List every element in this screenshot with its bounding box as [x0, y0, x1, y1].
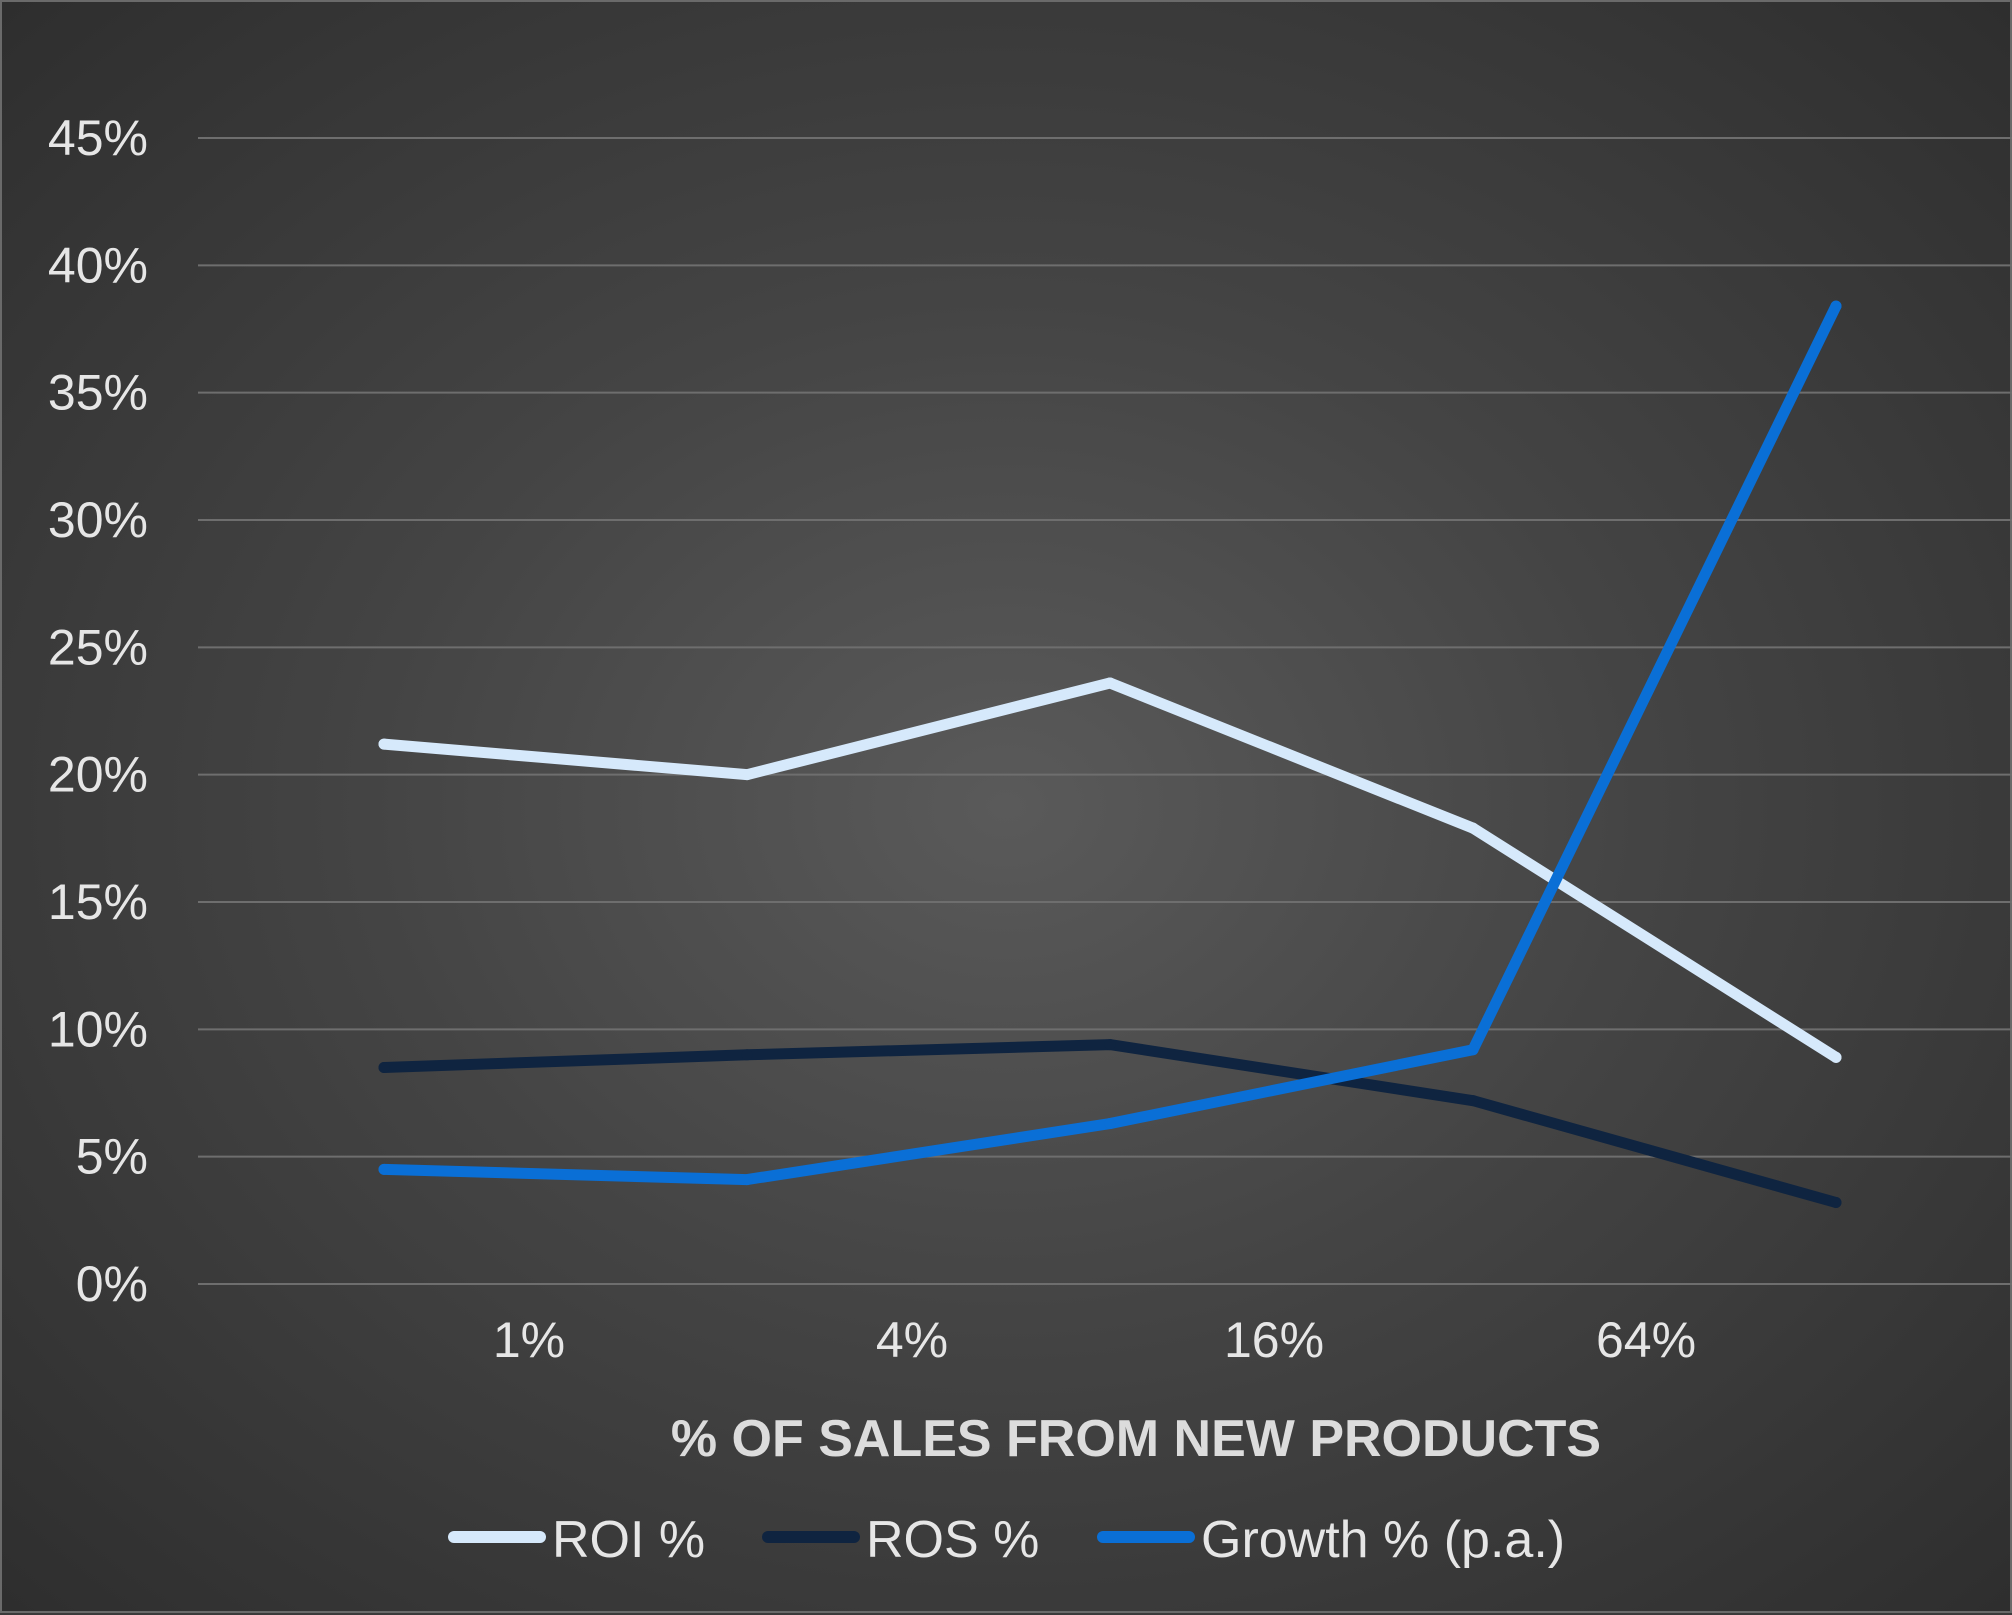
data-point — [1830, 1197, 1842, 1209]
gridlines — [198, 137, 2012, 1285]
y-tick-label: 35% — [48, 365, 148, 421]
data-point — [1467, 1044, 1479, 1056]
data-point — [378, 738, 390, 750]
x-tick-label: 16% — [1224, 1312, 1324, 1368]
y-tick-label: 25% — [48, 619, 148, 675]
legend-label: Growth % (p.a.) — [1201, 1511, 1565, 1569]
data-point — [1830, 300, 1842, 312]
data-point — [1467, 822, 1479, 834]
legend-label: ROS % — [866, 1511, 1039, 1569]
data-point — [741, 1049, 753, 1061]
data-point — [741, 1174, 753, 1186]
data-point — [741, 769, 753, 781]
data-point — [1104, 1118, 1116, 1130]
x-tick-label: 4% — [876, 1312, 948, 1368]
y-tick-label: 30% — [48, 492, 148, 548]
legend-label: ROI % — [552, 1511, 705, 1569]
data-point — [1830, 1051, 1842, 1063]
legend: ROI % ROS % Growth % (p.a.) — [448, 1511, 1565, 1569]
x-axis-title: % OF SALES FROM NEW PRODUCTS — [671, 1410, 1601, 1468]
x-tick-label: 1% — [493, 1312, 565, 1368]
data-point — [1467, 1095, 1479, 1107]
y-tick-label: 20% — [48, 747, 148, 803]
data-point — [1104, 677, 1116, 689]
y-tick-label: 40% — [48, 237, 148, 293]
x-axis-tick-labels: 1% 4% 16% 64% — [493, 1312, 1696, 1368]
series-lines — [378, 300, 1842, 1209]
series-line-0 — [378, 677, 1842, 1063]
data-point — [378, 1163, 390, 1175]
y-tick-label: 15% — [48, 874, 148, 930]
data-point — [1104, 1039, 1116, 1051]
data-point — [378, 1062, 390, 1074]
y-tick-label: 5% — [76, 1129, 148, 1185]
x-tick-label: 64% — [1596, 1312, 1696, 1368]
y-tick-label: 45% — [48, 110, 148, 166]
y-tick-label: 0% — [76, 1256, 148, 1312]
y-tick-label: 10% — [48, 1001, 148, 1057]
y-axis-tick-labels: 0% 5% 10% 15% 20% 25% 30% 35% 40% 45% — [48, 110, 148, 1312]
